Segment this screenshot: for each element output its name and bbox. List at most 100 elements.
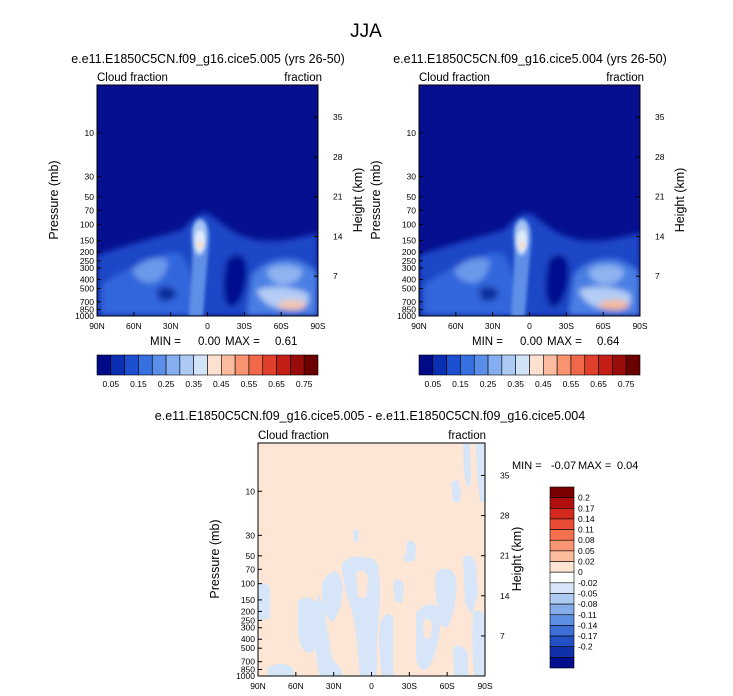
y-tick-label: 10 (246, 486, 256, 496)
chart-title: e.e11.E1850C5CN.f09_g16.cice5.005 - e.e1… (155, 409, 585, 423)
y-tick-label: 400 (241, 634, 255, 644)
colorbar-swatch (570, 354, 586, 376)
chart-subtitle-right: fraction (606, 72, 644, 84)
y-axis-right: 35 28 21 14 7 (314, 112, 343, 281)
y-tick-label: 500 (80, 283, 94, 293)
colorbar-swatch (543, 354, 558, 376)
colorbar-label: -0.2 (578, 642, 593, 652)
x-tick-label: 30N (163, 321, 179, 331)
colorbar-label: 0.15 (452, 379, 469, 389)
colorbar-swatch (501, 354, 516, 376)
y-tick-label: 200 (241, 606, 255, 616)
colorbar-label: 0.75 (618, 379, 635, 389)
x-tick-label: 30N (326, 681, 342, 691)
colorbar-label: 0.65 (268, 379, 285, 389)
y-tick-label: 250 (80, 256, 94, 266)
colorbar-label: 0.15 (130, 379, 147, 389)
colorbar-swatch (549, 561, 575, 573)
colorbar-label: 0.05 (103, 379, 120, 389)
y-right-tick-label: 35 (500, 470, 510, 480)
colorbar: 0.20.170.140.110.080.050.020-0.02-0.05-0… (549, 486, 598, 669)
y-right-tick-label: 14 (333, 231, 343, 241)
colorbar-swatch (549, 625, 575, 637)
x-tick-label: 60S (596, 321, 611, 331)
y-tick-label: 30 (85, 172, 95, 182)
y-tick-label: 50 (246, 551, 256, 561)
colorbar-swatch (529, 354, 544, 376)
y-axis-label: Pressure (mb) (369, 160, 383, 239)
colorbar-swatch (549, 593, 575, 605)
x-tick-label: 60S (274, 321, 289, 331)
y-right-tick-label: 28 (655, 152, 665, 162)
colorbar-label: 0.2 (578, 493, 590, 503)
y-tick-label: 850 (80, 305, 94, 315)
min-label: MIN = (512, 460, 542, 472)
colorbar-swatch (124, 354, 139, 376)
y-tick-label: 850 (402, 305, 416, 315)
chart-title: e.e11.E1850C5CN.f09_g16.cice5.005 (yrs 2… (71, 52, 345, 66)
colorbar-label: 0.17 (578, 503, 595, 513)
x-tick-label: 60N (448, 321, 464, 331)
colorbar: 0.05 0.15 0.25 0.35 0.45 0.55 0.65 0.75 (96, 354, 319, 389)
colorbar-swatch (303, 354, 319, 376)
colorbar-swatch (549, 614, 575, 626)
y-tick-label: 250 (241, 615, 255, 625)
colorbar-swatch (549, 582, 575, 594)
colorbar-label: 0.05 (425, 379, 442, 389)
y-tick-label: 70 (85, 205, 95, 215)
colorbar-label: -0.02 (578, 578, 598, 588)
y-tick-label: 150 (241, 595, 255, 605)
colorbar-label: 0.55 (563, 379, 580, 389)
min-value: 0.00 (198, 336, 220, 348)
contour-field (258, 443, 485, 676)
colorbar-swatch (110, 354, 125, 376)
colorbar-label: 0.08 (578, 535, 595, 545)
colorbar-swatch (248, 354, 264, 376)
chart-panel-3: e.e11.E1850C5CN.f09_g16.cice5.005 - e.e1… (155, 409, 639, 691)
colorbar-swatch (418, 354, 434, 376)
y-tick-label: 850 (241, 664, 255, 674)
x-tick-label: 90N (250, 681, 266, 691)
chart-subtitle-right: fraction (448, 430, 486, 442)
y-right-tick-label: 7 (500, 631, 505, 641)
colorbar-label: 0.45 (213, 379, 230, 389)
colorbar-label: 0.55 (241, 379, 258, 389)
x-axis: 90N 60N 30N 0 30S 60S 90S (250, 672, 493, 691)
colorbar-swatch (165, 354, 181, 376)
y-right-tick-label: 14 (500, 591, 510, 601)
y-axis-right: 35 28 21 14 7 (481, 470, 510, 641)
x-tick-label: 30S (559, 321, 574, 331)
x-tick-label: 30S (402, 681, 417, 691)
colorbar-swatch (598, 354, 613, 376)
colorbar-swatch (549, 497, 575, 509)
y-tick-label: 250 (402, 256, 416, 266)
colorbar-swatch (556, 354, 572, 376)
colorbar-label: -0.11 (578, 610, 597, 620)
x-tick-label: 30S (237, 321, 252, 331)
x-tick-label: 90N (411, 321, 427, 331)
y-tick-label: 10 (407, 128, 417, 138)
x-axis: 90N 60N 30N 0 30S 60S 90S (411, 312, 648, 331)
y-axis-right-label: Height (km) (351, 168, 365, 233)
chart-subtitle-left: Cloud fraction (97, 72, 168, 84)
colorbar-label: 0.35 (185, 379, 202, 389)
x-tick-label: 30N (485, 321, 501, 331)
x-tick-label: 90S (477, 681, 492, 691)
colorbar-swatch (290, 354, 305, 376)
colorbar-label: 0.25 (480, 379, 497, 389)
x-tick-label: 90S (310, 321, 325, 331)
y-tick-label: 700 (402, 297, 416, 307)
colorbar-swatch (151, 354, 167, 376)
colorbar-label: 0.65 (590, 379, 607, 389)
y-right-tick-label: 21 (500, 551, 510, 561)
chart-panel-1: e.e11.E1850C5CN.f09_g16.cice5.005 (yrs 2… (47, 52, 365, 389)
chart-subtitle-left: Cloud fraction (258, 430, 329, 442)
y-tick-label: 30 (246, 530, 256, 540)
max-value: 0.04 (617, 460, 638, 472)
colorbar-swatch (549, 646, 575, 658)
y-tick-label: 1000 (236, 671, 255, 681)
contour-field (419, 85, 640, 316)
colorbar-swatch (138, 354, 153, 376)
chart-title: e.e11.E1850C5CN.f09_g16.cice5.004 (yrs 2… (393, 52, 667, 66)
